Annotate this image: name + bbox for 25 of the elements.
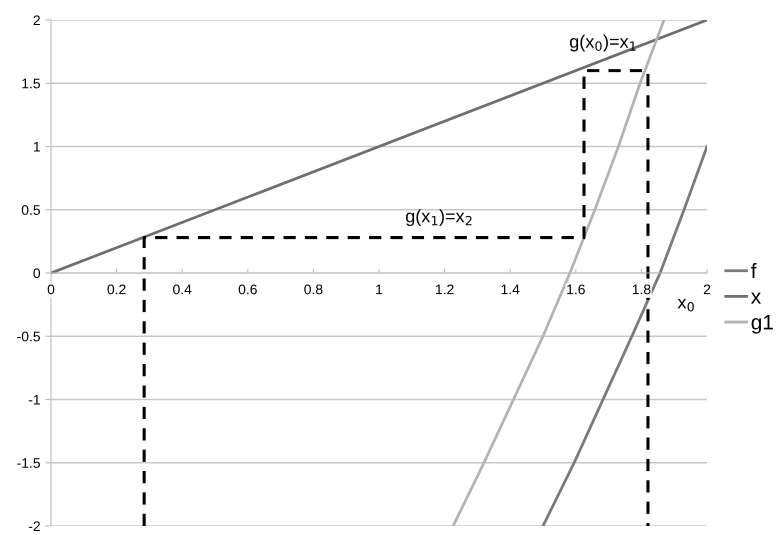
y-tick-label: 2 (34, 15, 40, 26)
x-tick-label: 0.8 (304, 284, 322, 294)
x-tick-label: 0.2 (107, 284, 126, 294)
x-tick-label: 0.4 (173, 284, 192, 294)
annotation: g(x$_{1}$)=x$_{2}$ (406, 209, 472, 226)
y-tick-label: 1.5 (22, 78, 40, 88)
x-tick-label: 1.4 (502, 284, 520, 294)
legend-label: x (750, 292, 761, 304)
x-tick-label: 1.8 (632, 284, 650, 294)
legend-label: g1 (752, 315, 773, 334)
x-tick-label: 0.6 (238, 284, 257, 294)
y-tick-label: -0.5 (17, 332, 40, 342)
y-tick-label: 0 (33, 268, 40, 278)
y-tick-label: 1 (34, 142, 40, 152)
x-tick-label: 1.2 (436, 284, 454, 294)
y-tick-label: -2 (28, 521, 40, 532)
x-tick-label: 0 (48, 284, 54, 294)
x-tick-label: 2 (704, 284, 710, 294)
x-tick-label: 1.6 (567, 284, 585, 294)
x-tick-label: 1 (376, 284, 382, 294)
y-tick-label: -1 (28, 394, 40, 405)
legend-label: f (751, 262, 757, 278)
y-tick-label: 0.5 (22, 205, 40, 215)
y-tick-label: -1.5 (17, 458, 40, 468)
annotation: x$_{0}$ (678, 298, 694, 312)
